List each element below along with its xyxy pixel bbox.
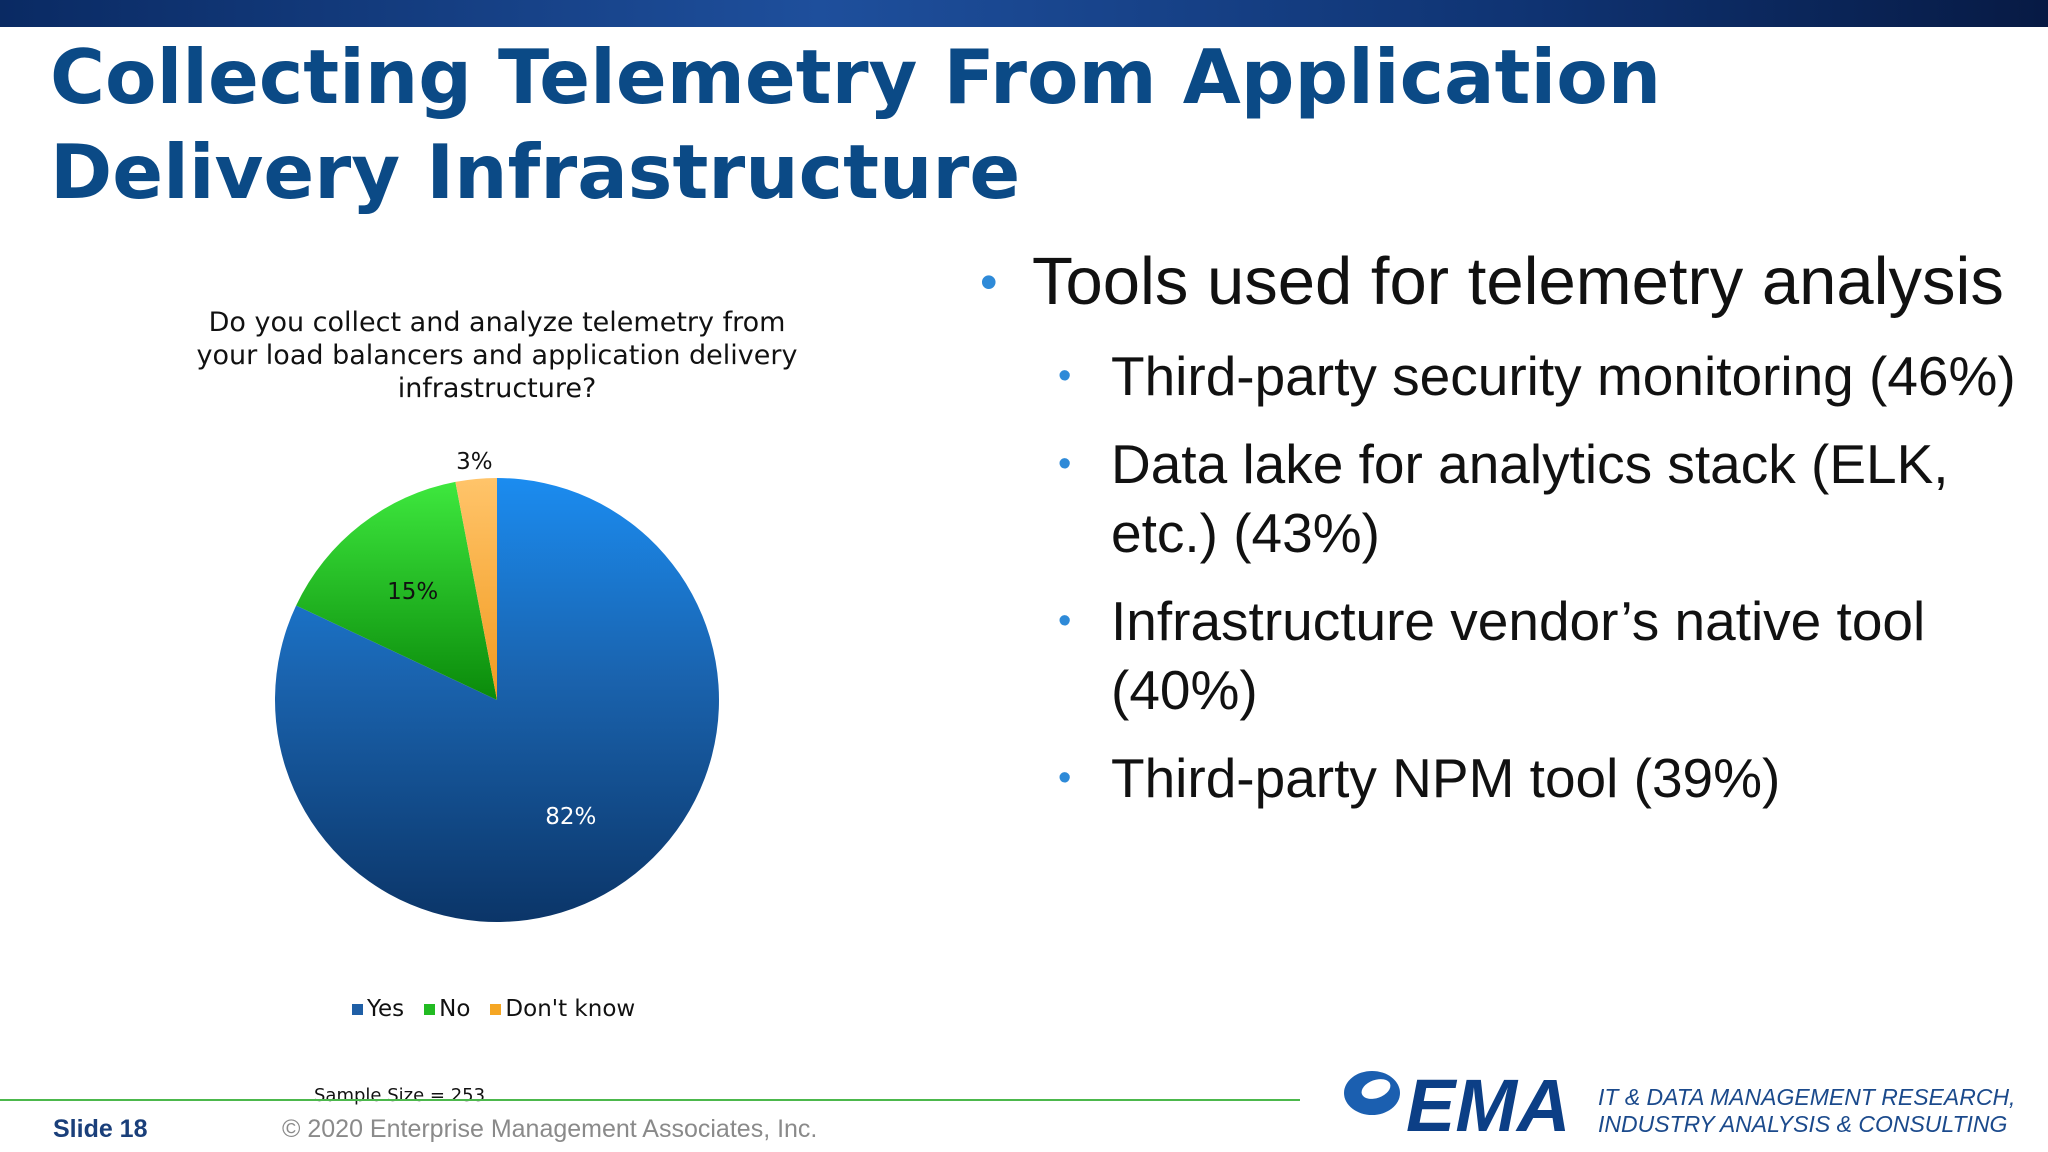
pie-data-label: 82% [545, 804, 596, 830]
tagline-line: INDUSTRY ANALYSIS & CONSULTING [1598, 1111, 2008, 1137]
legend-swatch-yes [352, 1003, 363, 1015]
legend-item-yes: Yes [352, 996, 404, 1022]
sub-bullet-item: • Third-party security monitoring (46%) [980, 342, 2020, 411]
tagline: IT & DATA MANAGEMENT RESEARCH, INDUSTRY … [1598, 1084, 2015, 1138]
pie-slice-yes [275, 478, 719, 923]
sub-bullet-list: • Third-party security monitoring (46%) … [980, 342, 2020, 813]
legend-swatch-dont-know [490, 1003, 502, 1015]
pie-chart: 82% 15% 3% [275, 449, 719, 923]
bullet-list: • Tools used for telemetry analysis • Th… [980, 240, 2020, 832]
slide-number: Slide 18 [53, 1115, 148, 1143]
bullet-dot-icon: • [1058, 757, 1072, 799]
bullet-dot-icon: • [980, 254, 998, 310]
pie-slice-dont-know [455, 478, 497, 700]
slide-title: Collecting Telemetry From Application De… [50, 33, 1662, 216]
legend-item-no: No [424, 996, 470, 1022]
sub-bullet-text: Data lake for analytics stack (ELK, etc.… [1111, 433, 1949, 564]
copyright-notice: © 2020 Enterprise Management Associates,… [282, 1115, 818, 1143]
pie-slice-no [296, 481, 497, 700]
tagline-line: IT & DATA MANAGEMENT RESEARCH, [1598, 1084, 2016, 1110]
logo-text: EMA [1406, 1064, 1570, 1145]
footer-divider [0, 1099, 1300, 1101]
bullet-dot-icon: • [1058, 600, 1072, 642]
legend-label: Yes [367, 996, 405, 1022]
sub-bullet-text: Third-party security monitoring (46%) [1111, 345, 2016, 407]
bullet-dot-icon: • [1058, 355, 1072, 397]
top-banner [0, 0, 2048, 27]
sub-bullet-item: • Third-party NPM tool (39%) [980, 744, 2020, 813]
pie-data-label: 15% [387, 579, 438, 605]
sub-bullet-item: • Infrastructure vendor’s native tool (4… [980, 587, 2020, 725]
bullet-dot-icon: • [1058, 443, 1072, 485]
main-bullet-text: Tools used for telemetry analysis [1032, 244, 2004, 319]
legend-swatch-no [424, 1003, 436, 1015]
sub-bullet-text: Infrastructure vendor’s native tool (40%… [1111, 590, 1926, 721]
chart-title: Do you collect and analyze telemetry fro… [196, 307, 798, 404]
main-bullet: • Tools used for telemetry analysis [980, 240, 2020, 324]
chart-legend: Yes No Don't know [352, 996, 635, 1022]
sample-size-note: Sample Size = 253 [314, 1085, 486, 1106]
legend-label: Don't know [505, 996, 636, 1022]
legend-item-dont-know: Don't know [490, 996, 635, 1022]
ema-logo: EMA [1344, 1064, 1570, 1145]
sub-bullet-text: Third-party NPM tool (39%) [1111, 747, 1781, 809]
sub-bullet-item: • Data lake for analytics stack (ELK, et… [980, 430, 2020, 568]
legend-label: No [439, 996, 471, 1022]
pie-data-label: 3% [456, 449, 493, 475]
